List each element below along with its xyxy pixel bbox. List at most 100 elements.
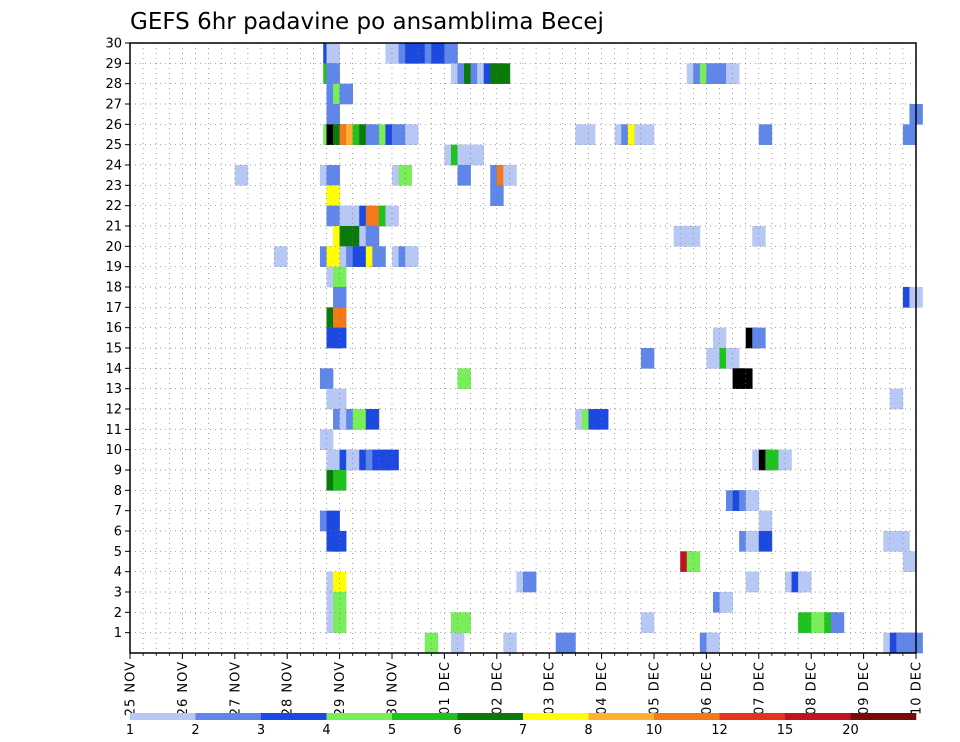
y-tick-label: 11 (105, 423, 122, 438)
heatmap-cell (496, 63, 511, 84)
x-tick-label: 30 NOV (386, 661, 401, 716)
heatmap-cell (640, 612, 655, 633)
y-tick-label: 2 (114, 606, 122, 621)
heatmap-cell (712, 327, 727, 349)
heatmap-cell (503, 632, 517, 654)
heatmap-cell (581, 124, 596, 145)
y-tick-label: 8 (114, 484, 122, 499)
heatmap-cell (830, 612, 845, 633)
y-tick-label: 29 (105, 57, 122, 72)
heatmap-cell (333, 266, 347, 288)
heatmap-cell (902, 124, 917, 145)
y-tick-label: 6 (114, 525, 122, 540)
heatmap-cell (372, 246, 386, 267)
heatmap-cell (758, 510, 773, 532)
legend-swatch (195, 713, 262, 720)
x-tick-label: 09 DEC (857, 661, 872, 715)
legend-swatch (523, 713, 589, 720)
x-tick-label: 05 DEC (648, 661, 663, 715)
legend-label: 15 (777, 723, 794, 738)
x-tick-label: 03 DEC (543, 661, 558, 715)
heatmap-cell (640, 348, 655, 369)
heatmap-cell (444, 43, 458, 64)
heatmap-cell (319, 429, 334, 450)
heatmap-cell (896, 531, 910, 552)
heatmap-cell (686, 226, 701, 247)
heatmap-cell (333, 571, 347, 593)
legend-label: 4 (322, 723, 330, 738)
heatmap-cell (326, 246, 340, 267)
heatmap-cell (333, 287, 347, 308)
heatmap-cell (326, 185, 340, 206)
x-tick-label: 01 DEC (438, 661, 453, 715)
y-tick-label: 5 (114, 545, 122, 560)
x-tick-label: 02 DEC (490, 661, 505, 715)
heatmap-cell (424, 632, 439, 654)
heatmap-cell (595, 409, 609, 430)
heatmap-cell (457, 165, 471, 186)
y-tick-label: 19 (105, 260, 122, 275)
heatmap-cell (457, 612, 471, 633)
heatmap-cell (706, 348, 720, 369)
heatmap-cell (385, 449, 399, 471)
heatmap-cell (405, 246, 419, 267)
legend-label: 3 (257, 723, 265, 738)
x-tick-label: 26 NOV (176, 661, 191, 716)
legend-swatch (130, 713, 196, 720)
legend-label: 12 (711, 723, 728, 738)
heatmap-cell (333, 307, 347, 328)
y-tick-label: 30 (105, 37, 122, 52)
heatmap-cell (902, 551, 917, 572)
legend-label: 20 (842, 723, 859, 738)
y-tick-label: 15 (105, 342, 122, 357)
heatmap-cell (752, 226, 766, 247)
y-tick-label: 13 (105, 382, 122, 397)
heatmap-cell (889, 388, 904, 410)
legend-label: 1 (126, 723, 134, 738)
x-tick-label: 25 NOV (124, 661, 139, 716)
legend-swatch (326, 713, 393, 720)
heatmap-cell (339, 83, 353, 105)
legend-label: 7 (519, 723, 527, 738)
heatmap-cells (234, 43, 923, 654)
heatmap-cell (745, 490, 760, 511)
legend-swatch (457, 713, 524, 720)
legend-swatch (785, 713, 851, 720)
heatmap-cell (274, 246, 288, 267)
heatmap-cell (758, 531, 773, 552)
y-tick-label: 3 (114, 586, 122, 601)
x-tick-label: 27 NOV (228, 661, 243, 716)
y-tick-label: 26 (105, 118, 122, 133)
y-tick-label: 4 (114, 565, 122, 580)
color-legend: 1 2 3 4 5 6 7 8 10 12 15 20 (126, 713, 917, 738)
heatmap-cell (326, 510, 340, 532)
heatmap-cell (346, 226, 360, 247)
x-tick-label: 29 NOV (333, 661, 348, 716)
y-tick-label: 14 (105, 362, 122, 377)
y-axis: 1234567891011121314151617181920212223242… (105, 37, 130, 641)
heatmap-cell (745, 571, 760, 593)
y-tick-label: 7 (114, 504, 122, 519)
heatmap-cell (758, 124, 773, 145)
legend-label: 10 (646, 723, 663, 738)
y-tick-label: 1 (114, 626, 122, 641)
heatmap-cell (490, 185, 504, 206)
x-tick-label: 08 DEC (805, 661, 820, 715)
y-tick-label: 10 (105, 443, 122, 458)
heatmap-cell (562, 632, 576, 654)
heatmap-cell (405, 124, 419, 145)
x-axis: 25 NOV 26 NOV 27 NOV 28 NOV 29 NOV 30 NOV 01 D… (124, 653, 925, 716)
legend-swatch (392, 713, 458, 720)
y-tick-label: 24 (105, 159, 122, 174)
heatmap-cell (798, 612, 812, 633)
heatmap-cell (398, 165, 412, 186)
y-tick-label: 21 (105, 220, 122, 235)
legend-label: 8 (584, 723, 592, 738)
heatmap-cell (326, 104, 340, 125)
y-tick-label: 17 (105, 301, 122, 316)
heatmap-cell (503, 165, 517, 186)
y-tick-label: 20 (105, 240, 122, 255)
y-tick-label: 23 (105, 179, 122, 194)
y-tick-label: 25 (105, 138, 122, 153)
heatmap-cell (326, 165, 340, 186)
